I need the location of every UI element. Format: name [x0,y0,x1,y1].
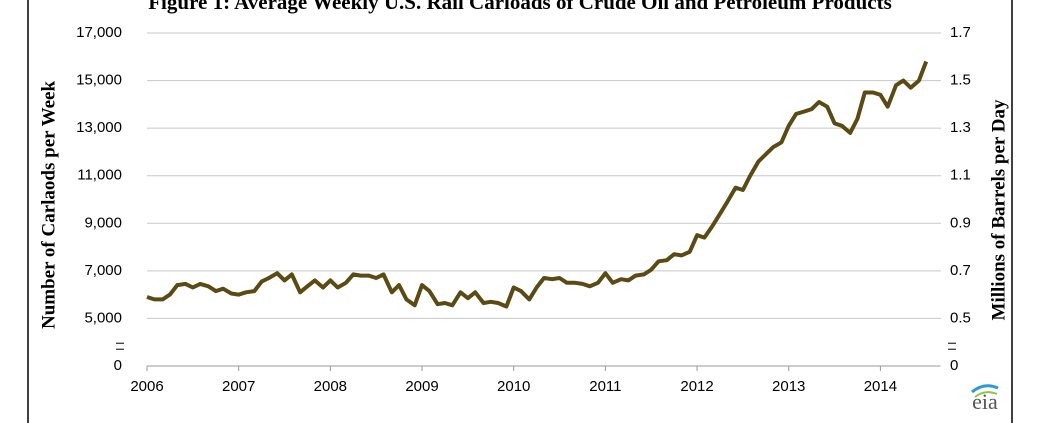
y-tick-label: 13,000 [76,119,122,136]
y2-axis-title: Millions of Barrels per Day [988,99,1009,320]
y2-tick-label: 0.7 [950,262,971,279]
y-tick-label: 17,000 [76,24,122,41]
x-tick-label: 2009 [405,378,438,395]
y2-tick-label: 0 [950,357,958,374]
y-tick-label: 11,000 [77,167,122,184]
x-tick-label: 2013 [772,378,805,395]
y-tick-label: 5,000 [84,309,122,326]
x-tick-label: 2007 [222,378,255,395]
y-axis-title: Number of Carlaods per Week [38,81,59,329]
x-tick-label: 2008 [314,378,347,395]
y2-tick-label: 1.1 [950,167,971,184]
y-tick-label: 7,000 [84,262,122,279]
y2-tick-label: 1.5 [950,72,971,89]
y-tick-label: 9,000 [84,214,122,231]
x-tick-label: 2011 [589,378,621,395]
chart-title: Figure 1: Average Weekly U.S. Rail Carlo… [148,0,892,14]
x-tick-label: 2010 [497,378,530,395]
x-tick-label: 2012 [680,378,713,395]
y2-tick-label: 0.9 [950,214,971,231]
y2-tick-label: 1.7 [950,24,971,41]
logo-swoosh [974,391,998,398]
y-tick-label: 15,000 [76,72,122,89]
y2-tick-label: 1.3 [950,119,971,136]
logo-swoosh [971,384,999,394]
x-tick-label: 2006 [130,378,163,395]
y-tick-label: 0 [114,357,122,374]
x-tick-label: 2014 [864,378,897,395]
y2-tick-label: 0.5 [950,309,971,326]
data-line [146,60,929,309]
